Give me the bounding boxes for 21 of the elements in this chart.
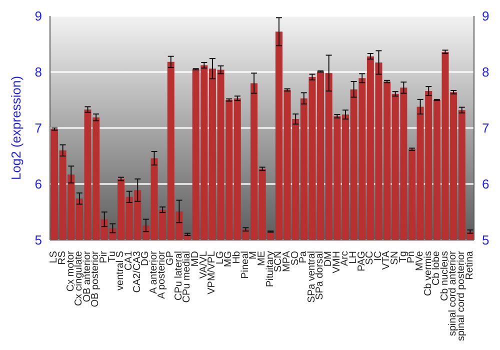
x-tick-label: ME xyxy=(256,250,268,266)
y-tick-label: 6 xyxy=(34,176,42,192)
x-tick-label: RS xyxy=(56,250,68,265)
y2-tick-label: 5 xyxy=(482,232,490,248)
x-tick-label: MVe xyxy=(414,250,426,272)
x-tick-label: CA1 xyxy=(123,250,134,270)
y-tick-label: 5 xyxy=(34,232,42,248)
x-tick-label: Tg xyxy=(398,251,409,263)
y2-tick-label: 9 xyxy=(482,8,490,24)
x-tick-label: MPA xyxy=(281,250,292,272)
x-tick-label: LH xyxy=(348,251,359,264)
y-tick-label: 8 xyxy=(34,64,42,80)
y-axis-title: Log2 (expression) xyxy=(8,76,24,180)
y-tick-label: 7 xyxy=(34,120,42,136)
y2-tick-label: 8 xyxy=(482,64,490,80)
x-tick-label: A posterior xyxy=(156,250,168,299)
y2-tick-label: 7 xyxy=(482,120,490,136)
x-tick-label: Pituitary xyxy=(264,251,276,288)
y2-tick-label: 6 xyxy=(482,176,490,192)
y-tick-label: 9 xyxy=(34,8,42,24)
x-tick-label: OB posterior xyxy=(90,250,102,308)
